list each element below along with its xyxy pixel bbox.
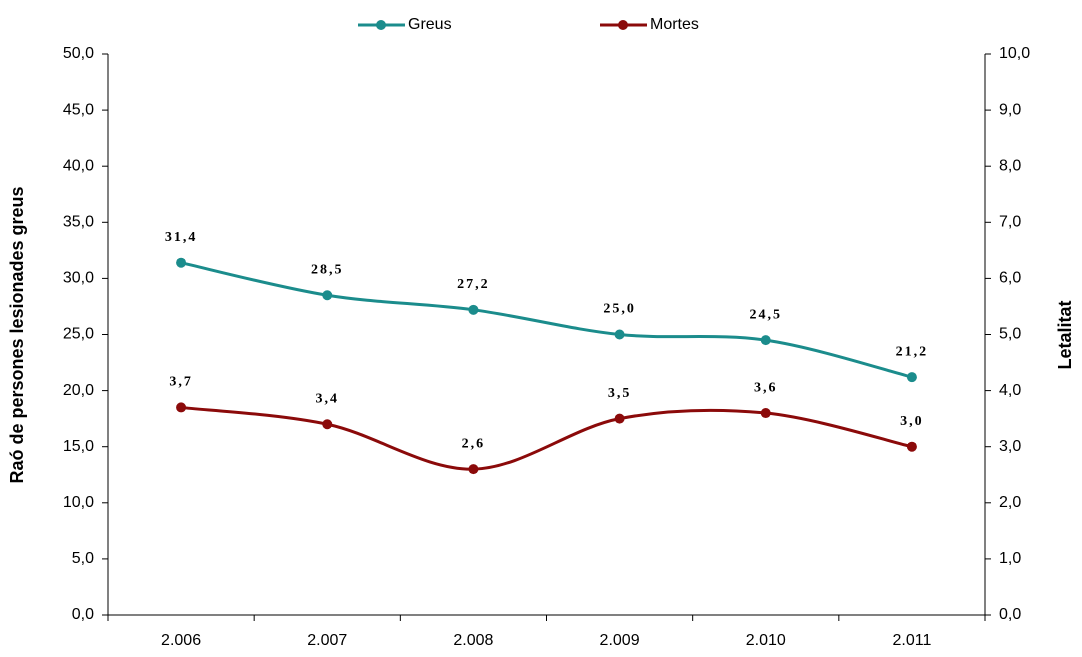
x-tick-label: 2.008 [453, 632, 493, 649]
y2-tick-label: 7,0 [999, 214, 1021, 231]
value-label: 24,5 [750, 307, 783, 322]
point [468, 464, 479, 475]
value-label: 2,6 [462, 436, 486, 451]
y-axis-title: Raó de persones lesionades greus [7, 186, 27, 483]
x-tick-label: 2.011 [892, 632, 931, 649]
point [760, 335, 771, 346]
y-tick-label: 50,0 [63, 45, 94, 62]
y2-tick-label: 6,0 [999, 270, 1021, 287]
point [322, 290, 333, 301]
y-tick-label: 45,0 [63, 101, 94, 118]
y2-tick-label: 1,0 [999, 550, 1021, 567]
value-label: 31,4 [165, 230, 198, 245]
value-label: 21,2 [896, 344, 929, 359]
value-label: 27,2 [457, 277, 490, 292]
x-tick-label: 2.009 [600, 632, 640, 649]
y2-tick-label: 3,0 [999, 438, 1021, 455]
y2-tick-label: 2,0 [999, 494, 1021, 511]
legend-marker [618, 20, 628, 30]
y-tick-label: 10,0 [63, 494, 94, 511]
value-label: 3,5 [608, 386, 632, 401]
point [614, 329, 625, 340]
y2-tick-label: 9,0 [999, 101, 1021, 118]
x-tick-label: 2.006 [161, 632, 201, 649]
point [468, 304, 479, 315]
series-line [180, 261, 913, 379]
y-tick-label: 0,0 [72, 606, 94, 623]
legend-label: Mortes [650, 16, 699, 33]
x-tick-label: 2.007 [307, 632, 347, 649]
point [176, 257, 187, 268]
point [176, 402, 187, 413]
y-tick-label: 20,0 [63, 382, 94, 399]
legend-marker [376, 20, 386, 30]
y2-tick-label: 5,0 [999, 326, 1021, 343]
value-label: 3,4 [316, 391, 340, 406]
y2-tick-label: 4,0 [999, 382, 1021, 399]
y2-axis-title: Letalitat [1055, 300, 1075, 369]
point [760, 408, 771, 419]
value-label: 3,6 [754, 380, 778, 395]
y-tick-label: 30,0 [63, 270, 94, 287]
y-tick-label: 15,0 [63, 438, 94, 455]
series-line [180, 405, 913, 471]
y2-tick-label: 8,0 [999, 157, 1021, 174]
point [322, 419, 333, 430]
legend-label: Greus [408, 16, 452, 33]
point [906, 441, 917, 452]
y-tick-label: 40,0 [63, 157, 94, 174]
value-label: 3,7 [169, 375, 193, 390]
y-tick-label: 35,0 [63, 214, 94, 231]
value-label: 25,0 [603, 302, 636, 317]
y-tick-label: 5,0 [72, 550, 94, 567]
y2-tick-label: 10,0 [999, 45, 1030, 62]
value-label: 3,0 [900, 414, 924, 429]
x-tick-label: 2.010 [746, 632, 786, 649]
y2-tick-label: 0,0 [999, 606, 1021, 623]
value-label: 28,5 [311, 262, 344, 277]
point [906, 372, 917, 383]
point [614, 413, 625, 424]
y-tick-label: 25,0 [63, 326, 94, 343]
